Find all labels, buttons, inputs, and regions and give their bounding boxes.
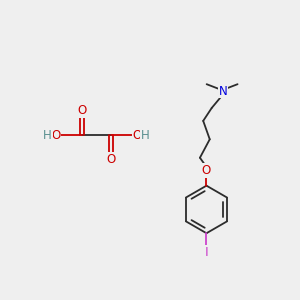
Text: O: O — [133, 129, 142, 142]
Text: I: I — [205, 246, 208, 259]
Text: H: H — [141, 129, 150, 142]
Text: N: N — [219, 85, 227, 98]
Text: O: O — [202, 164, 211, 177]
Text: H: H — [43, 129, 52, 142]
Text: O: O — [51, 129, 60, 142]
Text: O: O — [77, 104, 86, 117]
Text: O: O — [107, 153, 116, 166]
